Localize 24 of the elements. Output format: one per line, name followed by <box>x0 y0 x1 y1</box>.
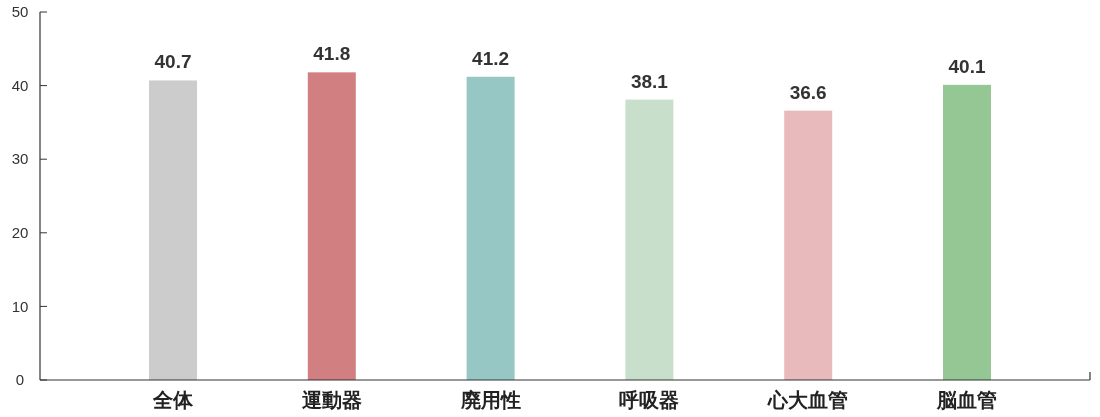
data-label: 40.7 <box>154 51 192 73</box>
y-tick-label: 50 <box>11 3 29 21</box>
bar <box>466 76 515 380</box>
data-label: 40.1 <box>948 55 986 77</box>
bar <box>784 110 833 380</box>
x-tick-label: 心大血管 <box>767 389 849 411</box>
bar <box>307 72 356 380</box>
data-label: 38.1 <box>630 70 669 92</box>
y-tick-label: 10 <box>11 297 29 315</box>
x-tick-label: 廃用性 <box>459 389 521 411</box>
bar <box>149 80 197 380</box>
data-label: 41.8 <box>313 43 351 65</box>
y-tick-label: 40 <box>11 76 29 94</box>
y-tick-label: 20 <box>11 224 29 242</box>
data-label: 36.6 <box>789 81 827 103</box>
x-tick-label: 全体 <box>152 389 194 411</box>
x-tick-label: 脳血管 <box>936 389 997 411</box>
y-tick-label: 30 <box>11 150 29 168</box>
x-tick-label: 運動器 <box>300 389 362 411</box>
data-label: 41.2 <box>472 47 510 69</box>
x-tick-label: 呼吸器 <box>619 389 680 411</box>
bar <box>625 99 674 380</box>
y-tick-label: 0 <box>15 371 25 389</box>
bar <box>943 84 991 380</box>
